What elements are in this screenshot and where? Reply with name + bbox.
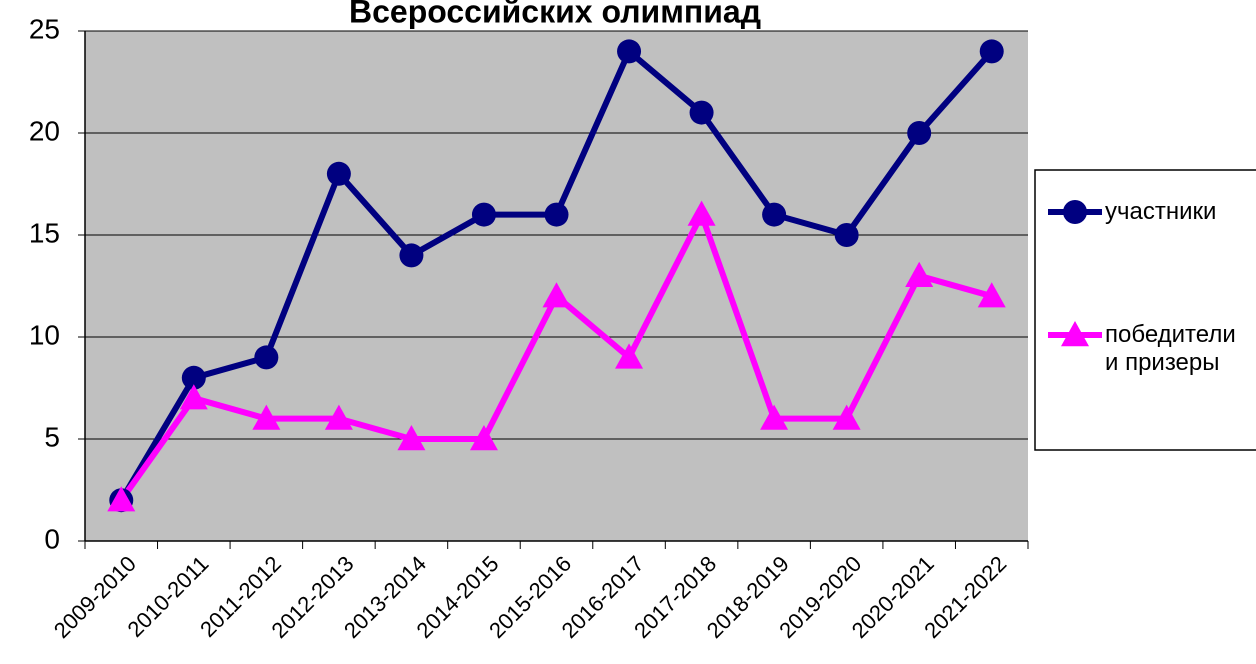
point — [687, 200, 716, 226]
point — [179, 384, 208, 410]
legend-marker — [1061, 321, 1089, 347]
legend-label: участники — [1105, 198, 1217, 225]
point — [615, 343, 644, 369]
point — [397, 425, 426, 451]
point — [471, 202, 496, 227]
point — [979, 39, 1004, 64]
y-tick-label: 0 — [44, 523, 60, 554]
point — [326, 161, 351, 186]
point — [834, 223, 859, 247]
point — [254, 345, 279, 370]
y-tick-label: 25 — [29, 13, 60, 44]
y-tick-label: 20 — [29, 115, 60, 146]
y-tick-label: 5 — [44, 421, 60, 452]
point — [977, 282, 1006, 308]
y-tick-label: 10 — [29, 319, 60, 350]
point — [905, 261, 934, 287]
point — [324, 404, 353, 430]
point — [762, 202, 787, 227]
point — [544, 202, 569, 227]
legend-label: победители и призеры — [1105, 321, 1236, 376]
point — [542, 282, 571, 308]
point — [399, 243, 424, 268]
y-tick-label: 15 — [29, 217, 60, 248]
point — [252, 404, 281, 430]
point — [107, 486, 136, 512]
point — [907, 121, 932, 145]
legend-marker — [1063, 200, 1087, 224]
point — [181, 365, 206, 390]
point — [469, 425, 498, 451]
point — [832, 404, 861, 430]
point — [689, 100, 714, 125]
point — [617, 39, 642, 64]
chart-title: Всероссийских олимпиад — [349, 0, 761, 29]
point — [760, 404, 789, 430]
